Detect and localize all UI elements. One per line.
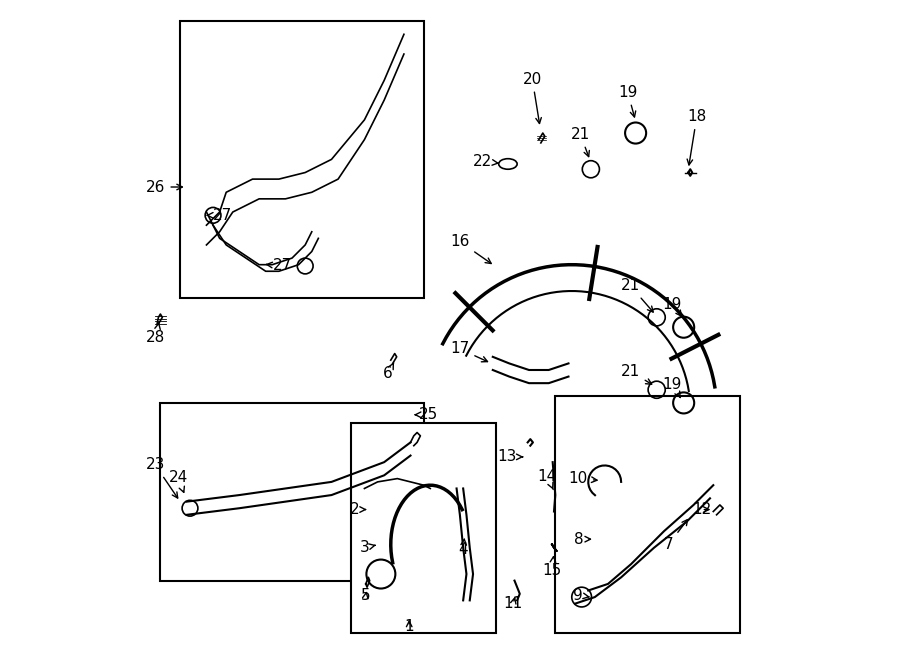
Text: 24: 24 [168, 471, 188, 492]
Text: 21: 21 [621, 278, 653, 312]
Text: 5: 5 [361, 588, 371, 603]
Text: 9: 9 [573, 588, 590, 603]
Text: 27: 27 [266, 258, 292, 274]
Text: 28: 28 [146, 323, 166, 344]
Text: 6: 6 [383, 363, 393, 381]
Text: 17: 17 [450, 342, 488, 362]
Text: 19: 19 [662, 297, 682, 317]
Text: 26: 26 [146, 180, 183, 194]
Text: 1: 1 [404, 619, 414, 634]
Text: 22: 22 [473, 154, 499, 169]
Text: 19: 19 [618, 85, 637, 117]
Text: 27: 27 [207, 208, 232, 223]
Text: 14: 14 [538, 469, 557, 489]
Text: 11: 11 [504, 596, 523, 611]
Text: 23: 23 [146, 457, 177, 498]
Text: 20: 20 [523, 71, 542, 124]
Text: 12: 12 [692, 502, 711, 517]
Text: 7: 7 [663, 520, 688, 552]
Text: 15: 15 [543, 557, 562, 578]
Text: 16: 16 [450, 234, 491, 264]
Bar [160, 403, 424, 580]
Text: 10: 10 [569, 471, 597, 486]
Bar [555, 397, 740, 633]
Text: 8: 8 [573, 531, 590, 547]
Text: 21: 21 [621, 364, 652, 384]
Text: 4: 4 [458, 539, 468, 557]
Text: 25: 25 [415, 407, 438, 422]
Bar [180, 21, 424, 297]
Text: 3: 3 [360, 540, 375, 555]
Text: 18: 18 [687, 109, 707, 165]
Text: 19: 19 [662, 377, 682, 397]
Text: 2: 2 [350, 502, 365, 517]
Text: 21: 21 [571, 127, 590, 157]
Text: 13: 13 [498, 449, 523, 465]
Bar [351, 422, 496, 633]
